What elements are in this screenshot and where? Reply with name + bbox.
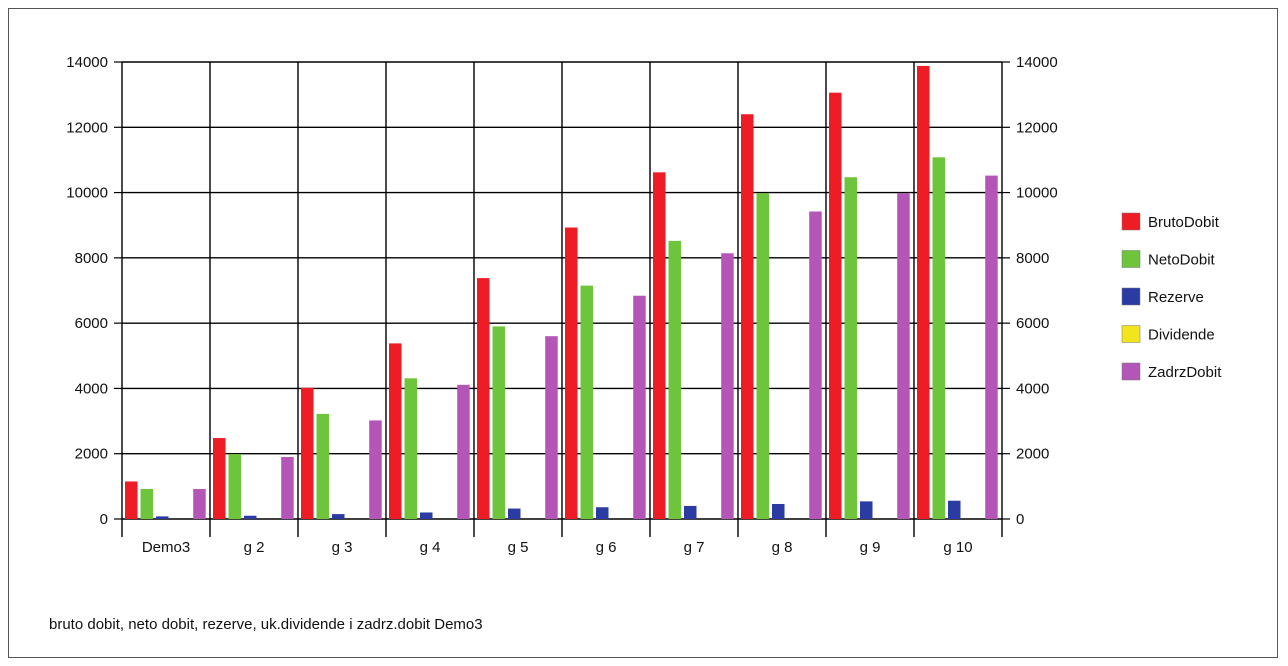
bar-zadrzdobit xyxy=(721,253,734,519)
bar-netodobit xyxy=(668,240,681,519)
legend-label-brutodobit: BrutoDobit xyxy=(1148,214,1220,231)
bar-netodobit xyxy=(404,378,417,519)
bar-zadrzdobit xyxy=(633,295,646,519)
y-tick-label-right: 0 xyxy=(1016,511,1024,528)
x-tick-label: g 5 xyxy=(508,539,529,556)
legend-label-zadrzdobit: ZadrzDobit xyxy=(1148,364,1222,381)
y-tick-label-left: 2000 xyxy=(75,446,108,463)
y-tick-label-left: 12000 xyxy=(66,119,108,136)
y-tick-label-left: 8000 xyxy=(75,250,108,267)
bar-netodobit xyxy=(844,177,857,519)
legend-swatch-brutodobit xyxy=(1121,212,1141,231)
y-tick-label-right: 4000 xyxy=(1016,380,1049,397)
bar-zadrzdobit xyxy=(985,175,998,519)
x-tick-label: g 6 xyxy=(596,539,617,556)
chart-caption: bruto dobit, neto dobit, rezerve, uk.div… xyxy=(49,616,483,633)
legend-label-netodobit: NetoDobit xyxy=(1148,252,1216,269)
bar-netodobit xyxy=(316,413,329,519)
bar-brutodobit xyxy=(653,172,666,519)
legend-swatch-zadrzdobit xyxy=(1121,362,1141,381)
bar-brutodobit xyxy=(477,278,490,519)
y-tick-label-right: 10000 xyxy=(1016,185,1058,202)
bar-rezerve xyxy=(772,503,785,519)
chart-svg: 0 0 2000 2000 4000 4000 6000 6000 8000 8000 10000 1… xyxy=(66,54,1222,556)
y-tick-label-right: 2000 xyxy=(1016,446,1049,463)
x-tick-label: g 3 xyxy=(332,539,353,556)
bar-rezerve xyxy=(948,500,961,519)
bar-rezerve xyxy=(332,514,345,519)
bar-brutodobit xyxy=(389,343,402,519)
y-tick-label-left: 4000 xyxy=(75,380,108,397)
x-tick-label: g 9 xyxy=(860,539,881,556)
bar-rezerve xyxy=(684,505,697,519)
bar-zadrzdobit xyxy=(809,211,822,520)
y-tick-label-right: 8000 xyxy=(1016,250,1049,267)
bar-rezerve xyxy=(420,512,433,519)
legend-swatch-rezerve xyxy=(1121,287,1141,306)
bar-zadrzdobit xyxy=(369,420,382,519)
bar-rezerve xyxy=(860,501,873,519)
bar-netodobit xyxy=(756,193,769,519)
y-tick-label-left: 0 xyxy=(100,511,108,528)
bar-brutodobit xyxy=(125,481,138,519)
x-tick-label: g 7 xyxy=(684,539,705,556)
bar-brutodobit xyxy=(301,387,314,519)
bar-netodobit xyxy=(580,285,593,519)
bar-zadrzdobit xyxy=(281,456,294,519)
bar-rezerve xyxy=(156,516,169,519)
legend-swatch-dividende xyxy=(1121,325,1141,343)
bar-zadrzdobit xyxy=(457,384,470,519)
y-tick-label-left: 10000 xyxy=(66,185,108,202)
bar-netodobit xyxy=(932,157,945,519)
bar-netodobit xyxy=(228,454,241,519)
bar-brutodobit xyxy=(917,65,930,519)
bar-brutodobit xyxy=(741,114,754,519)
legend-label-dividende: Dividende xyxy=(1148,327,1215,344)
bar-zadrzdobit xyxy=(545,336,558,519)
bar-zadrzdobit xyxy=(897,193,910,519)
x-tick-label: g 2 xyxy=(244,539,265,556)
bar-rezerve xyxy=(508,508,521,519)
x-tick-label: g 4 xyxy=(420,539,441,556)
chart-frame: 0 0 2000 2000 4000 4000 6000 6000 8000 8000 10000 1… xyxy=(8,8,1278,658)
bar-netodobit xyxy=(140,488,153,519)
y-tick-label-left: 14000 xyxy=(66,54,108,71)
y-tick-label-right: 12000 xyxy=(1016,119,1058,136)
bar-rezerve xyxy=(244,515,257,519)
bar-brutodobit xyxy=(565,227,578,520)
y-tick-label-right: 14000 xyxy=(1016,54,1058,71)
y-tick-label-right: 6000 xyxy=(1016,315,1049,332)
bar-netodobit xyxy=(492,326,505,519)
x-tick-label: g 10 xyxy=(943,539,972,556)
bar-rezerve xyxy=(596,507,609,519)
legend-swatch-netodobit xyxy=(1121,250,1141,268)
legend-label-rezerve: Rezerve xyxy=(1148,289,1204,306)
bar-zadrzdobit xyxy=(193,488,206,519)
bar-brutodobit xyxy=(213,438,226,519)
x-tick-label: Demo3 xyxy=(142,539,190,556)
x-tick-label: g 8 xyxy=(772,539,793,556)
y-tick-label-left: 6000 xyxy=(75,315,108,332)
bar-brutodobit xyxy=(829,92,842,519)
